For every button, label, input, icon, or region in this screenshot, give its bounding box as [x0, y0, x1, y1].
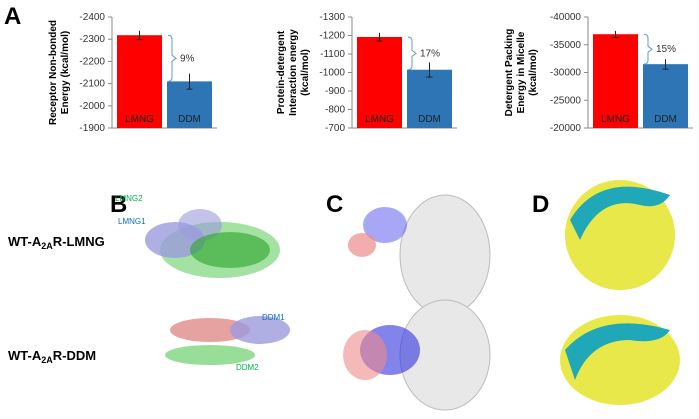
- y-tick-label: -30000: [550, 68, 582, 79]
- y-axis-label: Energy (kcal/mol): [60, 31, 71, 114]
- y-tick-label: -35000: [550, 40, 582, 51]
- y-tick-label: -2100: [79, 79, 105, 90]
- bar: [593, 34, 638, 128]
- y-tick-label: -1900: [79, 123, 105, 134]
- bar: [407, 69, 452, 128]
- y-tick-label: -20000: [550, 123, 582, 134]
- protein-image: [343, 194, 491, 411]
- bracket: [407, 36, 417, 71]
- row-label: WT-A2AR-LMNG: [8, 234, 105, 251]
- bracket: [167, 34, 177, 82]
- bar: [357, 36, 402, 129]
- category-label: DDM: [178, 114, 201, 125]
- y-tick-label: -2200: [79, 56, 105, 67]
- panel-label: C: [326, 191, 343, 218]
- y-tick-label: -2300: [79, 34, 105, 45]
- y-axis-label: Detergent Packing: [504, 29, 515, 117]
- annotation: 15%: [656, 44, 676, 55]
- annotation: 9%: [180, 53, 195, 64]
- molecule-label: DDM1: [262, 313, 285, 322]
- y-axis-label: Energy in Micelle: [516, 31, 527, 113]
- y-axis-label: Interaction energy: [288, 29, 299, 116]
- y-axis-label: Protein-detergent: [276, 30, 287, 114]
- panel-label: B: [110, 191, 127, 218]
- y-tick-label: -1300: [319, 12, 345, 23]
- molecule-label: LMNG2: [115, 194, 143, 203]
- density-image: [560, 180, 680, 405]
- y-tick-label: -900: [325, 86, 345, 97]
- row-label: WT-A2AR-DDM: [8, 348, 96, 365]
- category-label: LMNG: [125, 114, 154, 125]
- y-tick-label: -2400: [79, 12, 105, 23]
- y-tick-label: -700: [325, 123, 345, 134]
- category-label: DDM: [418, 114, 441, 125]
- y-tick-label: -1000: [319, 68, 345, 79]
- panel-label: A: [4, 3, 21, 30]
- y-axis-label: (kcal/mol): [528, 49, 539, 96]
- y-tick-label: -40000: [550, 12, 582, 23]
- molecule-label: DDM2: [236, 363, 259, 372]
- category-label: DDM: [654, 114, 677, 125]
- y-axis-label: (kcal/mol): [300, 49, 311, 96]
- bracket: [643, 33, 653, 65]
- y-tick-label: -2000: [79, 101, 105, 112]
- y-tick-label: -1200: [319, 31, 345, 42]
- category-label: LMNG: [601, 114, 630, 125]
- bar: [643, 64, 688, 128]
- y-tick-label: -1100: [320, 49, 345, 60]
- molecule-image: [145, 209, 290, 365]
- bar: [117, 35, 162, 129]
- y-tick-label: -25000: [550, 95, 582, 106]
- category-label: LMNG: [365, 114, 394, 125]
- panel-label: D: [532, 191, 549, 218]
- y-tick-label: -800: [325, 105, 345, 116]
- y-axis-label: Receptor Non-bonded: [48, 20, 59, 125]
- molecule-label: LMNG1: [118, 217, 146, 226]
- annotation: 17%: [420, 48, 440, 59]
